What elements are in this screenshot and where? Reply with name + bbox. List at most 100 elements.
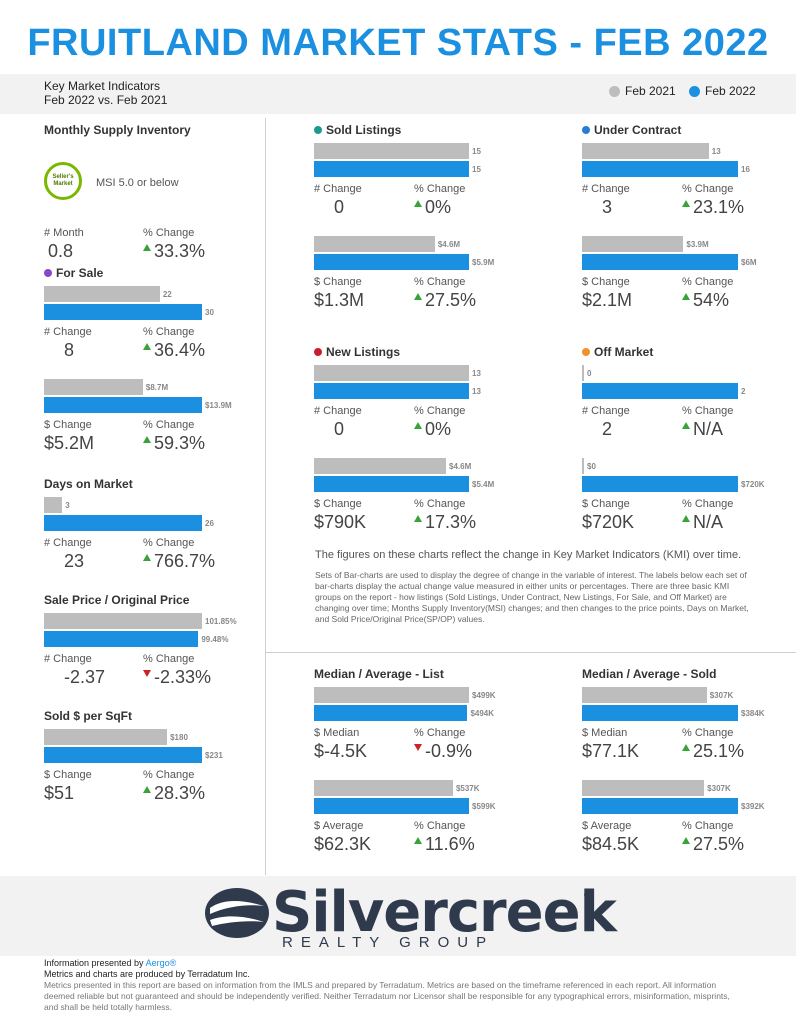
for-sale-pct-label: % Change [143, 419, 195, 431]
off-market-pct-value: N/A [682, 419, 723, 440]
up-arrow-icon [414, 515, 422, 522]
sold-listings-bar-label-feb-2022: 15 [472, 165, 481, 174]
off-market-pct-label: % Change [682, 405, 734, 417]
sold-listings-pct-value: 0% [414, 197, 451, 218]
sold-listings-change-value: 0 [334, 197, 345, 217]
sold-per-sqft-title: Sold $ per SqFt [44, 709, 132, 723]
sold-per-sqft-bar-feb-2022 [44, 747, 202, 763]
under-contract-bar-label-feb-2021: $3.9M [686, 240, 709, 249]
section-dot-icon [582, 348, 590, 356]
under-contract-title-text: Under Contract [594, 123, 682, 137]
median-average-list-bar-feb-2022 [314, 798, 469, 814]
sold-listings-pct-value: 27.5% [414, 290, 476, 311]
up-arrow-icon [143, 244, 151, 251]
new-listings-title: New Listings [314, 345, 400, 359]
under-contract-bar-feb-2022 [582, 161, 738, 177]
new-listings-bar-feb-2022 [314, 383, 469, 399]
new-listings-bar-feb-2021 [314, 365, 469, 381]
section-dot-icon [44, 269, 52, 277]
sold-per-sqft-pct-text: 28.3% [154, 783, 206, 803]
off-market-title-text: Off Market [594, 345, 654, 359]
for-sale-bar-label-feb-2022: 30 [205, 308, 214, 317]
median-average-sold-change-label: $ Median [582, 727, 628, 739]
under-contract-pct-text: 54% [693, 290, 730, 310]
up-arrow-icon [682, 837, 690, 844]
sellers-market-badge: Seller's Market [44, 162, 82, 200]
new-listings-change-label: $ Change [314, 498, 362, 510]
new-listings-change-value: 0 [334, 419, 345, 439]
new-listings-change-label: # Change [314, 405, 362, 417]
off-market-change-value: 2 [602, 419, 613, 439]
median-average-sold-change-value: $84.5K [582, 834, 640, 854]
aergo-link[interactable]: Aergo® [145, 958, 177, 968]
up-arrow-icon [414, 837, 422, 844]
off-market-change-value: $720K [582, 512, 635, 532]
new-listings-pct-text: 17.3% [425, 512, 477, 532]
sold-per-sqft-pct-value: 28.3% [143, 783, 205, 804]
for-sale-pct-label: % Change [143, 326, 195, 338]
up-arrow-icon [414, 293, 422, 300]
under-contract-bar-feb-2022 [582, 254, 738, 270]
median-average-list-title: Median / Average - List [314, 667, 444, 681]
up-arrow-icon [143, 786, 151, 793]
sale-price-original-change-label: # Change [44, 653, 92, 665]
median-average-sold-bar-label-feb-2022: $392K [741, 802, 765, 811]
median-average-sold-bar-feb-2022 [582, 798, 738, 814]
for-sale-pct-value: 36.4% [143, 340, 205, 361]
legend-item-feb-2021: Feb 2021 [609, 84, 676, 98]
sale-price-original-pct-label: % Change [143, 653, 195, 665]
sold-listings-bar-feb-2022 [314, 254, 469, 270]
up-arrow-icon [143, 343, 151, 350]
median-average-list-bar-feb-2021 [314, 687, 469, 703]
legend-swatch-gray [609, 85, 620, 97]
off-market-pct-label: % Change [682, 498, 734, 510]
for-sale-change-label: $ Change [44, 419, 92, 431]
off-market-bar-feb-2022 [582, 476, 738, 492]
days-on-market-pct-label: % Change [143, 537, 195, 549]
sold-per-sqft-change-label: $ Change [44, 769, 92, 781]
sold-listings-change-label: $ Change [314, 276, 362, 288]
msi-pct-label: % Change [143, 227, 195, 239]
logo-subtitle: REALTY GROUP [282, 934, 495, 951]
days-on-market-bar-feb-2021 [44, 497, 63, 513]
new-listings-title-text: New Listings [326, 345, 401, 359]
sold-listings-change-value: $1.3M [314, 290, 365, 310]
notes-headline: The figures on these charts reflect the … [315, 549, 742, 561]
days-on-market-pct-text: 766.7% [154, 551, 216, 571]
for-sale-bar-feb-2021 [44, 379, 143, 395]
new-listings-pct-value: 17.3% [414, 512, 476, 533]
msi-pct-value: 33.3% [143, 241, 205, 262]
for-sale-pct-text: 36.4% [154, 340, 206, 360]
sold-per-sqft-change-value: $51 [44, 783, 75, 803]
median-average-sold-pct-text: 25.1% [693, 741, 745, 761]
under-contract-bar-label-feb-2022: $6M [741, 258, 757, 267]
up-arrow-icon [143, 436, 151, 443]
median-average-list-change-label: $ Average [314, 820, 364, 832]
sold-listings-pct-label: % Change [414, 276, 466, 288]
new-listings-pct-value: 0% [414, 419, 451, 440]
median-average-sold-bar-label-feb-2021: $307K [707, 784, 731, 793]
median-average-list-bar-feb-2021 [314, 780, 453, 796]
silvercreek-logo-icon [205, 888, 269, 938]
sold-listings-bar-feb-2021 [314, 143, 469, 159]
under-contract-bar-label-feb-2022: 16 [741, 165, 750, 174]
days-on-market-change-label: # Change [44, 537, 92, 549]
median-average-sold-bar-feb-2022 [582, 705, 738, 721]
off-market-bar-feb-2021 [582, 365, 584, 381]
under-contract-change-label: # Change [582, 183, 630, 195]
median-average-list-pct-text: -0.9% [425, 741, 473, 761]
for-sale-title: For Sale [44, 266, 103, 280]
median-average-sold-change-label: $ Average [582, 820, 632, 832]
sold-listings-title-text: Sold Listings [326, 123, 402, 137]
footer-produced: Metrics and charts are produced by Terra… [44, 969, 250, 979]
sale-price-original-pct-value: -2.33% [143, 667, 211, 688]
under-contract-change-value: $2.1M [582, 290, 633, 310]
median-average-list-change-value: $-4.5K [314, 741, 368, 761]
logo-wordmark: Silvercreek [272, 880, 617, 945]
off-market-bar-label-feb-2021: $0 [587, 462, 596, 471]
sale-price-original-title-text: Sale Price / Original Price [44, 593, 190, 607]
footer-disclaimer: Metrics presented in this report are bas… [44, 980, 730, 1012]
under-contract-pct-value: 23.1% [682, 197, 744, 218]
for-sale-change-label: # Change [44, 326, 92, 338]
for-sale-bar-feb-2022 [44, 304, 202, 320]
